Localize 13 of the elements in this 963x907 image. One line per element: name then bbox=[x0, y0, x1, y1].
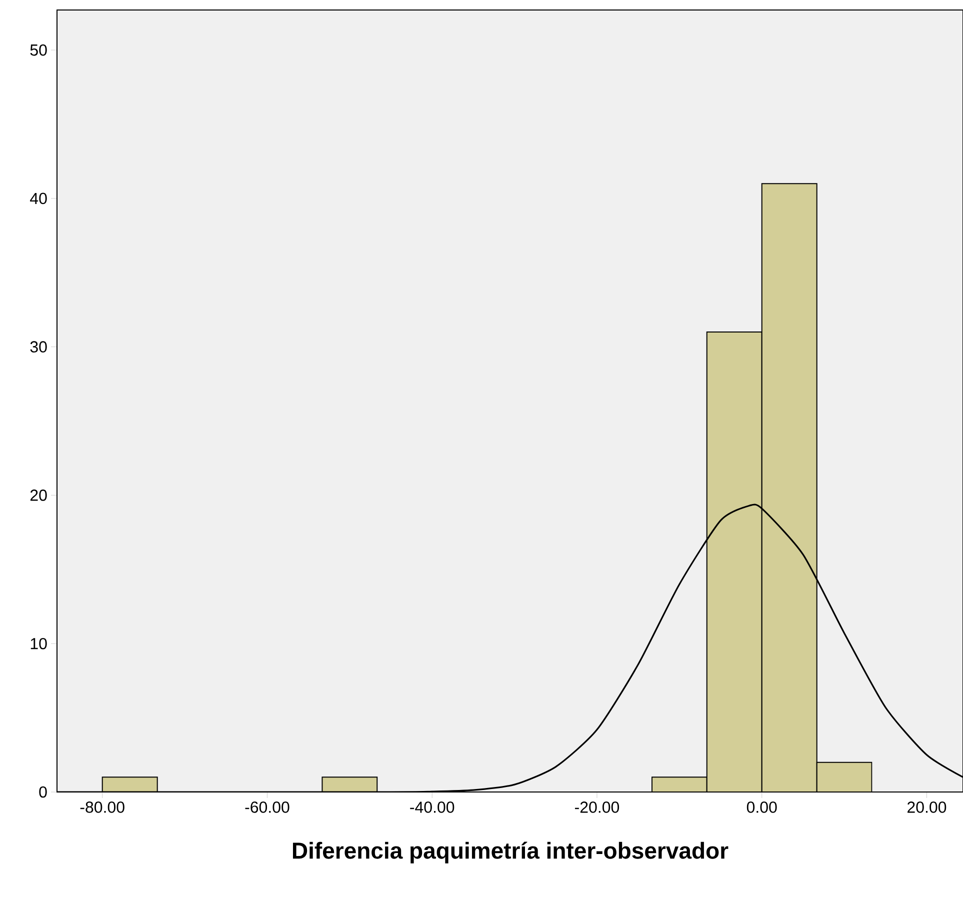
x-tick-label: -60.00 bbox=[245, 802, 290, 813]
y-tick-label: 30 bbox=[30, 341, 47, 352]
x-tick-label: 20.00 bbox=[908, 802, 946, 813]
x-tick-label: 0.00 bbox=[746, 802, 777, 813]
y-tick-label: 0 bbox=[39, 786, 47, 798]
y-tick-label: 50 bbox=[30, 44, 47, 56]
x-axis-title: Diferencia paquimetría inter-observador bbox=[292, 842, 728, 864]
x-tick-label: -80.00 bbox=[80, 802, 124, 813]
x-tick-label: -20.00 bbox=[575, 802, 620, 813]
y-tick-label: 20 bbox=[30, 490, 47, 501]
x-tick-label: -40.00 bbox=[410, 802, 454, 813]
y-tick-label: 40 bbox=[30, 192, 47, 204]
y-tick-label: 10 bbox=[30, 638, 47, 650]
